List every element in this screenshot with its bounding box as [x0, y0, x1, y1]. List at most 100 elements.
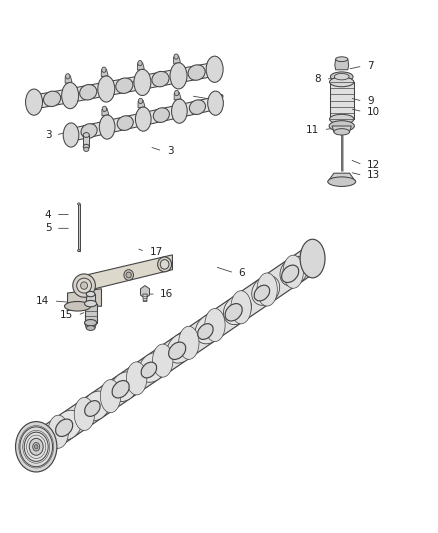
Polygon shape: [33, 62, 215, 109]
Polygon shape: [83, 135, 89, 147]
Ellipse shape: [254, 285, 270, 301]
Ellipse shape: [98, 76, 115, 102]
Ellipse shape: [124, 270, 134, 280]
Ellipse shape: [328, 177, 356, 187]
Ellipse shape: [152, 344, 173, 377]
Ellipse shape: [86, 326, 95, 330]
Text: 3: 3: [45, 130, 51, 140]
Ellipse shape: [43, 91, 61, 107]
Polygon shape: [138, 100, 145, 108]
Ellipse shape: [63, 123, 79, 147]
Polygon shape: [86, 294, 95, 304]
Polygon shape: [138, 63, 144, 70]
Ellipse shape: [153, 108, 170, 123]
Ellipse shape: [179, 326, 199, 359]
Ellipse shape: [85, 301, 97, 307]
Polygon shape: [335, 59, 349, 70]
Polygon shape: [143, 294, 147, 302]
Ellipse shape: [84, 147, 89, 151]
Ellipse shape: [110, 372, 138, 401]
Ellipse shape: [283, 255, 304, 288]
Polygon shape: [78, 204, 80, 251]
Ellipse shape: [77, 278, 92, 293]
Ellipse shape: [225, 304, 242, 321]
Ellipse shape: [141, 362, 157, 378]
Ellipse shape: [20, 427, 53, 467]
Ellipse shape: [329, 120, 354, 131]
Ellipse shape: [208, 60, 221, 79]
Text: 10: 10: [367, 107, 380, 117]
Polygon shape: [101, 69, 108, 77]
Ellipse shape: [139, 352, 167, 382]
Ellipse shape: [73, 274, 95, 297]
Ellipse shape: [102, 67, 106, 72]
Ellipse shape: [24, 432, 48, 462]
Ellipse shape: [82, 391, 110, 421]
Polygon shape: [82, 255, 173, 292]
Ellipse shape: [300, 239, 325, 278]
Ellipse shape: [86, 292, 95, 297]
Ellipse shape: [25, 89, 42, 115]
Polygon shape: [85, 304, 97, 322]
Ellipse shape: [188, 65, 205, 80]
Ellipse shape: [29, 438, 43, 455]
Text: 15: 15: [60, 310, 73, 320]
Polygon shape: [173, 56, 180, 63]
Ellipse shape: [78, 203, 80, 205]
Ellipse shape: [329, 114, 354, 124]
Ellipse shape: [334, 74, 349, 80]
Ellipse shape: [116, 78, 133, 93]
Polygon shape: [102, 108, 109, 116]
Ellipse shape: [112, 381, 129, 398]
Ellipse shape: [117, 116, 133, 131]
Ellipse shape: [152, 71, 169, 87]
Ellipse shape: [64, 302, 91, 311]
Ellipse shape: [160, 260, 169, 269]
Ellipse shape: [56, 419, 73, 437]
Ellipse shape: [134, 69, 151, 95]
Ellipse shape: [126, 272, 131, 278]
Polygon shape: [31, 247, 318, 459]
Ellipse shape: [174, 54, 178, 59]
Ellipse shape: [252, 276, 280, 305]
Polygon shape: [67, 289, 102, 306]
Ellipse shape: [102, 106, 106, 111]
Ellipse shape: [15, 422, 57, 472]
Ellipse shape: [81, 282, 88, 289]
Ellipse shape: [329, 77, 354, 87]
Ellipse shape: [205, 309, 225, 342]
Ellipse shape: [80, 85, 97, 100]
Polygon shape: [332, 126, 351, 132]
Text: 7: 7: [367, 61, 374, 71]
Polygon shape: [328, 173, 356, 182]
Ellipse shape: [330, 72, 353, 82]
Text: 11: 11: [306, 125, 319, 135]
Polygon shape: [85, 322, 97, 328]
Ellipse shape: [85, 401, 100, 416]
Polygon shape: [329, 82, 354, 119]
Text: 1: 1: [119, 78, 125, 88]
Ellipse shape: [81, 124, 97, 139]
Ellipse shape: [100, 379, 121, 413]
Text: 16: 16: [160, 289, 173, 299]
Ellipse shape: [33, 442, 40, 451]
Ellipse shape: [138, 61, 142, 66]
Text: 12: 12: [367, 160, 380, 169]
Text: 5: 5: [45, 223, 51, 233]
Polygon shape: [70, 97, 216, 141]
Ellipse shape: [99, 115, 115, 139]
Ellipse shape: [172, 99, 187, 123]
Ellipse shape: [195, 314, 223, 344]
Ellipse shape: [48, 415, 68, 448]
Ellipse shape: [210, 94, 221, 112]
Text: 8: 8: [314, 74, 321, 84]
Ellipse shape: [66, 74, 70, 79]
Ellipse shape: [54, 410, 82, 440]
Text: 2: 2: [217, 94, 223, 104]
Ellipse shape: [158, 257, 172, 272]
Text: 6: 6: [239, 268, 245, 278]
Ellipse shape: [74, 398, 95, 431]
Ellipse shape: [280, 256, 308, 286]
Ellipse shape: [135, 107, 151, 131]
Ellipse shape: [334, 128, 350, 135]
